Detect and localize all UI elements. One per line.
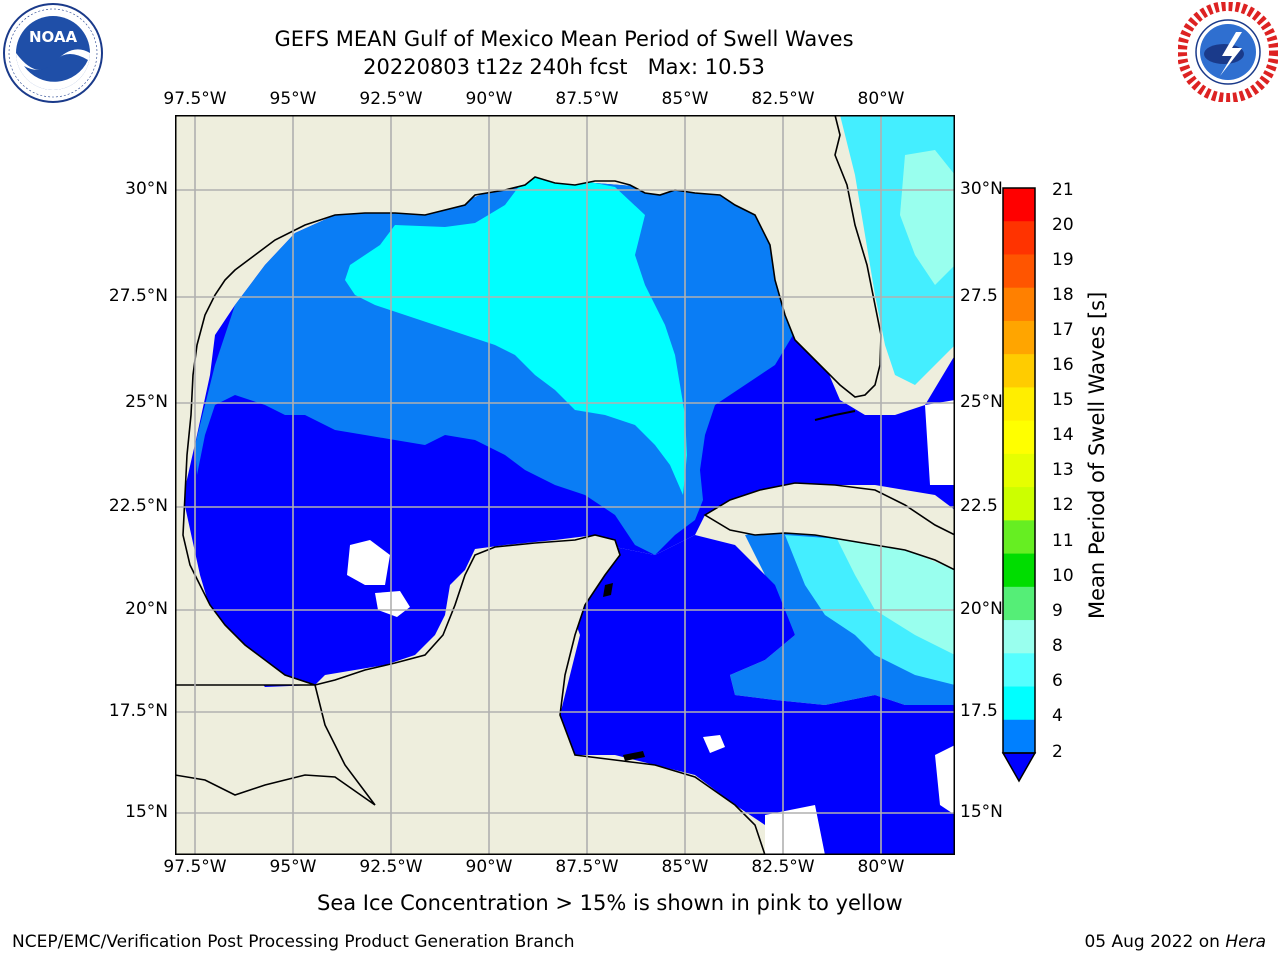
missing-data-patch bbox=[925, 400, 955, 485]
lon-tick-top: 85°W bbox=[661, 89, 709, 109]
map-frame bbox=[175, 115, 955, 855]
lon-tick-bottom: 87.5°W bbox=[555, 857, 619, 877]
colorbar-tick: 14 bbox=[1052, 425, 1074, 445]
colorbar-tick: 18 bbox=[1052, 285, 1074, 305]
colorbar-swatch bbox=[1003, 254, 1035, 289]
lat-tick-right: 22.5 bbox=[960, 496, 998, 516]
colorbar-frame bbox=[1002, 187, 1036, 754]
colorbar-tick: 17 bbox=[1052, 320, 1074, 340]
colorbar-swatch bbox=[1003, 387, 1035, 422]
lon-tick-bottom: 85°W bbox=[661, 857, 709, 877]
lat-tick-left: 17.5°N bbox=[108, 701, 168, 721]
colorbar-tick: 20 bbox=[1052, 215, 1074, 235]
lat-tick-left: 20°N bbox=[125, 599, 168, 619]
lat-tick-left: 30°N bbox=[125, 179, 168, 199]
noaa-logo: NOAA bbox=[3, 3, 103, 103]
colorbar-extend-arrow bbox=[1001, 752, 1037, 783]
lon-tick-bottom: 82.5°W bbox=[751, 857, 815, 877]
lon-tick-top: 97.5°W bbox=[163, 89, 227, 109]
lon-tick-top: 95°W bbox=[269, 89, 317, 109]
lon-tick-bottom: 95°W bbox=[269, 857, 317, 877]
colorbar-swatch bbox=[1003, 520, 1035, 555]
chart-subtitle: 20220803 t12z 240h fcst Max: 10.53 bbox=[363, 55, 765, 79]
colorbar-swatch bbox=[1003, 487, 1035, 521]
lat-tick-right: 27.5 bbox=[960, 286, 998, 306]
lon-tick-top: 80°W bbox=[857, 89, 905, 109]
footer-machine: Hera bbox=[1225, 932, 1266, 952]
missing-data-patch bbox=[765, 805, 825, 855]
lat-tick-right: 20°N bbox=[960, 599, 1003, 619]
land-yucatan bbox=[175, 534, 766, 855]
lon-tick-bottom: 92.5°W bbox=[359, 857, 423, 877]
colorbar-swatch bbox=[1003, 453, 1035, 488]
lat-tick-left: 15°N bbox=[125, 802, 168, 822]
map-panel bbox=[175, 115, 955, 855]
lon-tick-bottom: 90°W bbox=[465, 857, 513, 877]
footer-date: 05 Aug 2022 on Hera bbox=[1084, 932, 1266, 952]
colorbar-tick: 16 bbox=[1052, 355, 1074, 375]
colorbar-tick: 15 bbox=[1052, 390, 1074, 410]
colorbar-tick: 2 bbox=[1052, 742, 1063, 762]
missing-data-patch bbox=[347, 540, 390, 585]
lat-tick-left: 22.5°N bbox=[108, 496, 168, 516]
lat-tick-left: 25°N bbox=[125, 392, 168, 412]
land-isla bbox=[603, 583, 613, 597]
colorbar-swatch bbox=[1003, 188, 1035, 222]
missing-data-patch bbox=[935, 745, 955, 815]
caribbean-light-field bbox=[835, 535, 955, 655]
colorbar-tick: 9 bbox=[1052, 601, 1063, 621]
colorbar-swatch bbox=[1003, 719, 1035, 754]
caribbean-deep-field bbox=[560, 535, 955, 855]
land-isla bbox=[623, 751, 645, 761]
colorbar-tick: 8 bbox=[1052, 636, 1063, 656]
colorbar-tick: 6 bbox=[1052, 671, 1063, 691]
lon-tick-bottom: 80°W bbox=[857, 857, 905, 877]
colorbar-tick: 13 bbox=[1052, 460, 1074, 480]
nws-logo bbox=[1178, 2, 1278, 102]
gulf-mid-field bbox=[195, 175, 793, 555]
colorbar-tick: 12 bbox=[1052, 495, 1074, 515]
footer-credit: NCEP/EMC/Verification Post Processing Pr… bbox=[12, 932, 575, 952]
colorbar-swatch bbox=[1003, 354, 1035, 388]
lat-tick-right: 17.5 bbox=[960, 701, 998, 721]
missing-data-patch bbox=[703, 735, 725, 753]
chart-title: GEFS MEAN Gulf of Mexico Mean Period of … bbox=[274, 27, 854, 51]
colorbar bbox=[1001, 187, 1037, 783]
lon-tick-top: 87.5°W bbox=[555, 89, 619, 109]
colorbar-swatch bbox=[1003, 221, 1035, 255]
colorbar-swatch bbox=[1003, 586, 1035, 621]
atlantic-light-field bbox=[900, 150, 955, 285]
colorbar-tick: 4 bbox=[1052, 706, 1063, 726]
noaa-logo-text: NOAA bbox=[29, 28, 78, 46]
colorbar-tick: 21 bbox=[1052, 180, 1074, 200]
lat-tick-right: 30°N bbox=[960, 179, 1003, 199]
graticule bbox=[175, 115, 955, 855]
colorbar-label: Mean Period of Swell Waves [s] bbox=[1085, 291, 1109, 619]
colorbar-tick: 11 bbox=[1052, 531, 1074, 551]
land-keys bbox=[814, 410, 856, 421]
land-cuba bbox=[703, 482, 955, 571]
lat-tick-right: 15°N bbox=[960, 802, 1003, 822]
land-north-america bbox=[175, 115, 882, 686]
colorbar-swatch bbox=[1003, 620, 1035, 654]
colorbar-tick: 19 bbox=[1052, 250, 1074, 270]
lat-tick-right: 25°N bbox=[960, 392, 1003, 412]
colorbar-tick: 10 bbox=[1052, 566, 1074, 586]
sea-ice-caption: Sea Ice Concentration > 15% is shown in … bbox=[317, 891, 903, 915]
lon-tick-top: 90°W bbox=[465, 89, 513, 109]
footer-date-text: 05 Aug 2022 on bbox=[1084, 932, 1226, 952]
lon-tick-top: 92.5°W bbox=[359, 89, 423, 109]
colorbar-swatch bbox=[1003, 420, 1035, 455]
colorbar-swatch bbox=[1003, 686, 1035, 721]
lon-tick-bottom: 97.5°W bbox=[163, 857, 227, 877]
colorbar-swatch bbox=[1003, 653, 1035, 688]
colorbar-swatch bbox=[1003, 553, 1035, 588]
gulf-cyan-core bbox=[345, 175, 687, 495]
colorbar-swatches bbox=[1003, 188, 1035, 754]
colorbar-swatch bbox=[1003, 320, 1035, 355]
lon-tick-top: 82.5°W bbox=[751, 89, 815, 109]
colorbar-swatch bbox=[1003, 287, 1035, 322]
lat-tick-left: 27.5°N bbox=[108, 286, 168, 306]
